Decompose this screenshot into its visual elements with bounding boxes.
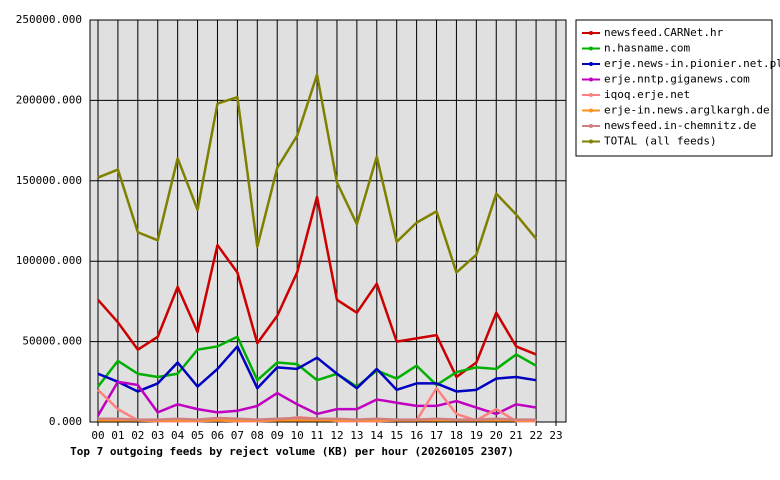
legend-label: TOTAL (all feeds): [604, 135, 717, 148]
x-tick-label: 04: [171, 429, 185, 442]
y-tick-label: 250000.000: [16, 13, 82, 26]
x-tick-label: 11: [310, 429, 323, 442]
x-tick-label: 07: [231, 429, 244, 442]
legend-label: newsfeed.CARNet.hr: [604, 26, 724, 39]
series-line: [97, 195, 537, 379]
legend-marker: [589, 77, 593, 82]
y-tick-label: 50000.000: [22, 335, 82, 348]
series-line: [98, 416, 537, 421]
y-tick-label: 200000.000: [16, 93, 82, 106]
chart-title: Top 7 outgoing feeds by reject volume (K…: [70, 445, 514, 458]
series-line: [97, 335, 537, 388]
legend-marker: [589, 46, 593, 51]
legend-marker: [589, 108, 593, 113]
x-tick-label: 16: [410, 429, 423, 442]
x-tick-label: 05: [191, 429, 204, 442]
x-tick-label: 06: [211, 429, 224, 442]
legend-label: newsfeed.in-chemnitz.de: [604, 119, 756, 132]
legend-label: erje-in.news.arglkargh.de: [604, 104, 770, 117]
legend-label: iqoq.erje.net: [604, 88, 690, 101]
legend-label: erje.nntp.giganews.com: [604, 73, 750, 86]
x-tick-label: 22: [529, 429, 542, 442]
x-tick-label: 09: [271, 429, 284, 442]
legend-label: erje.news-in.pionier.net.pl: [604, 57, 780, 70]
x-tick-label: 23: [549, 429, 562, 442]
x-tick-label: 08: [251, 429, 264, 442]
y-tick-label: 150000.000: [16, 174, 82, 187]
x-tick-label: 10: [291, 429, 304, 442]
legend-box: [575, 19, 773, 157]
x-tick-label: 13: [350, 429, 363, 442]
y-tick-label: 0.000: [49, 415, 82, 428]
x-tick-label: 14: [370, 429, 384, 442]
x-tick-label: 00: [91, 429, 104, 442]
x-tick-label: 12: [330, 429, 343, 442]
legend-marker: [589, 124, 593, 128]
x-tick-label: 02: [131, 429, 144, 442]
legend-marker: [589, 31, 593, 35]
legend-label: n.hasname.com: [604, 42, 690, 55]
x-tick-label: 17: [430, 429, 443, 442]
x-tick-label: 21: [510, 429, 523, 442]
x-tick-label: 18: [450, 429, 463, 442]
y-tick-label: 100000.000: [16, 254, 82, 267]
series-line: [96, 380, 537, 417]
legend-marker: [589, 139, 593, 144]
legend-marker: [589, 62, 593, 66]
legend-marker: [589, 93, 593, 97]
series-line: [97, 345, 537, 393]
series-line: [97, 73, 538, 274]
x-tick-label: 15: [390, 429, 403, 442]
x-tick-label: 20: [490, 429, 503, 442]
x-tick-label: 01: [111, 429, 124, 442]
x-tick-label: 03: [151, 429, 164, 442]
x-tick-label: 19: [470, 429, 483, 442]
